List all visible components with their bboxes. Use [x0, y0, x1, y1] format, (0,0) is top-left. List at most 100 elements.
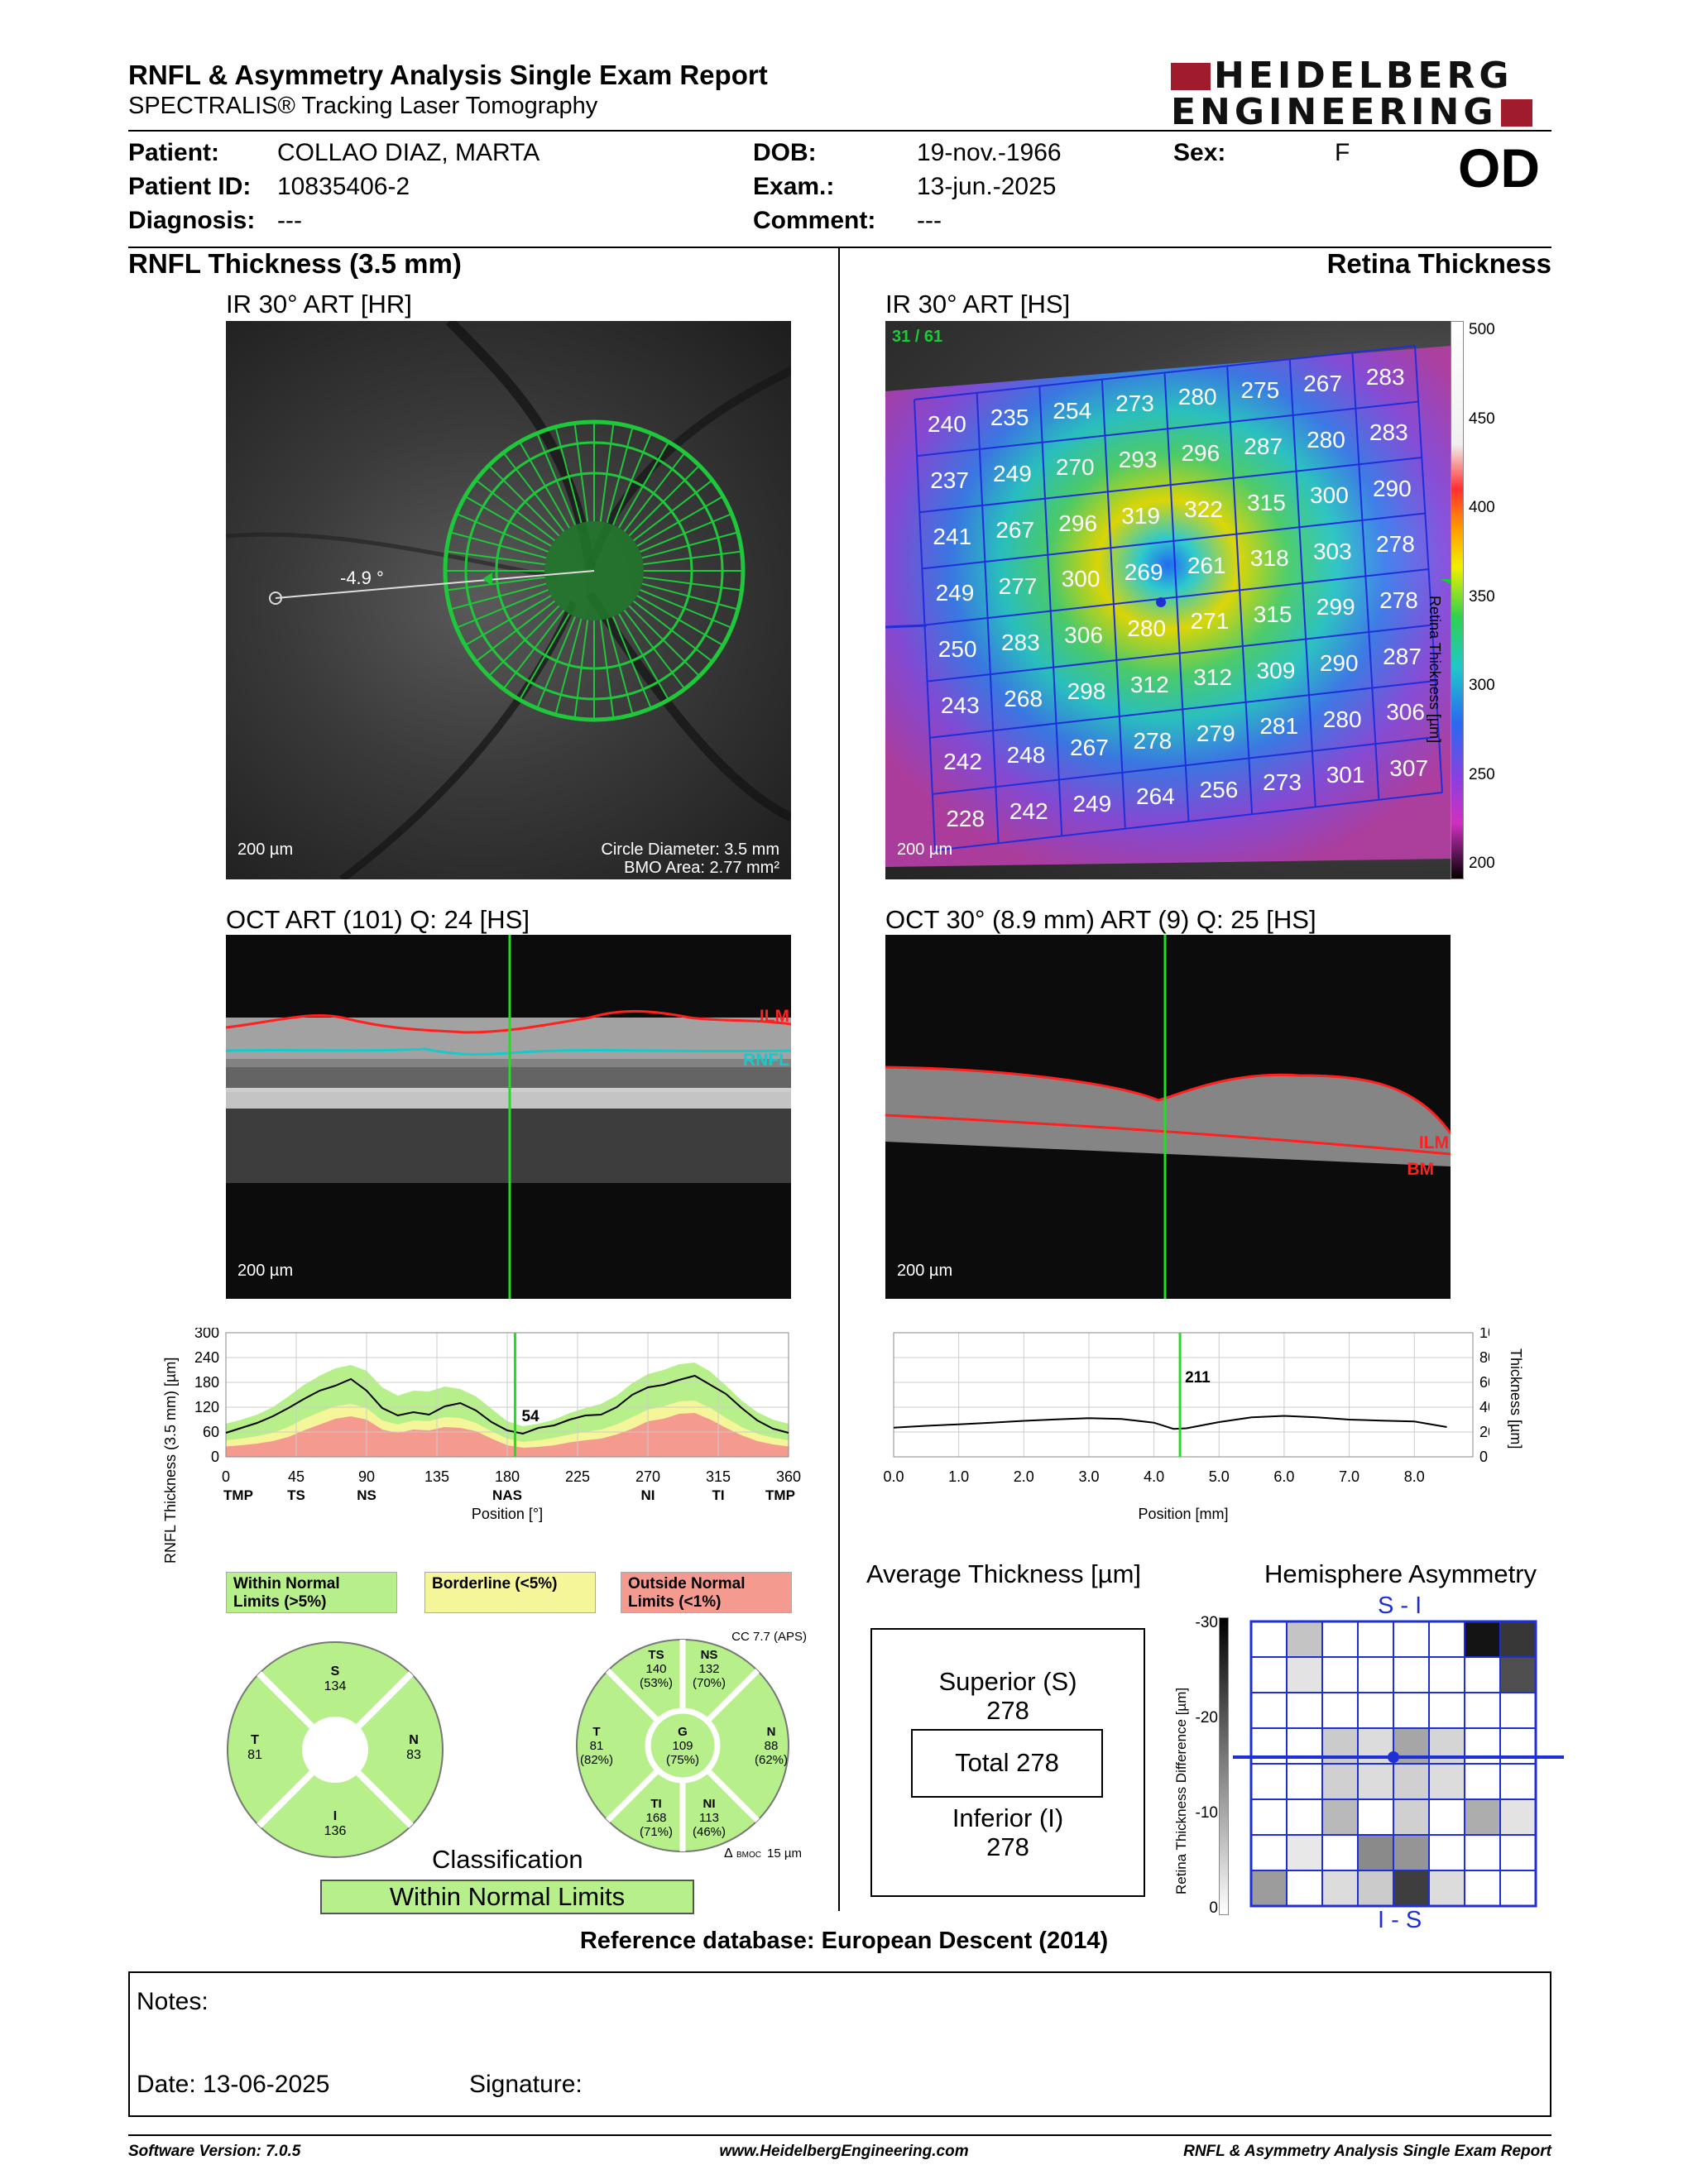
grid-cell-value: 271	[1190, 608, 1230, 635]
onh-spoke	[636, 595, 724, 646]
grid-cell-value: 287	[1244, 433, 1283, 459]
grid-cell-value: 278	[1379, 587, 1418, 613]
onh-spoke	[643, 550, 742, 566]
grid-cell-value: 249	[935, 580, 975, 606]
grid-cell-value: 278	[1133, 727, 1172, 754]
asymmetry-grid	[1233, 1620, 1564, 1908]
grid-cell-value: 240	[928, 410, 966, 437]
asymmetry-cell	[1357, 1798, 1394, 1836]
asymmetry-cell	[1250, 1621, 1288, 1658]
x-tick-label: 360	[776, 1468, 801, 1485]
grid-cell-value: 269	[1124, 559, 1163, 586]
grid-cell-value: 278	[1376, 531, 1415, 558]
asymmetry-title: Hemisphere Asymmetry	[1264, 1559, 1537, 1588]
asymmetry-cell	[1428, 1834, 1465, 1871]
onh-spoke	[606, 618, 634, 716]
sector-name: TI	[650, 1797, 661, 1811]
grid-cell-value: 261	[1187, 552, 1226, 578]
sector-divider	[356, 1671, 414, 1729]
x-tick-label: 225	[565, 1468, 590, 1485]
sector-value: 81	[590, 1739, 604, 1753]
grid-cell-value: 322	[1184, 496, 1223, 522]
grid-line	[1351, 352, 1380, 800]
grid-cell-value: 312	[1193, 664, 1232, 691]
sector-divider	[257, 1671, 314, 1729]
comment: ---	[917, 207, 942, 234]
asymmetry-cell	[1321, 1870, 1359, 1907]
onh-spoke	[641, 531, 739, 559]
asymmetry-colorbar	[1219, 1617, 1229, 1915]
asymmetry-cell	[1357, 1621, 1394, 1658]
onh-spoke	[536, 433, 576, 525]
onh-spoke	[599, 423, 615, 522]
sector-value: 168	[645, 1811, 666, 1825]
grid-cell-value: 275	[1240, 377, 1280, 404]
thickness-line	[893, 1415, 1447, 1430]
superior-label: Superior (S)	[938, 1667, 1077, 1696]
y-tick-label: 240	[194, 1349, 219, 1366]
asymmetry-tick: -20	[1195, 1709, 1218, 1727]
onh-spoke	[640, 513, 732, 553]
grid-cell-value: 280	[1307, 426, 1345, 453]
asymmetry-cell	[1286, 1763, 1323, 1800]
right-ir-scalebar: 200 µm	[897, 841, 953, 859]
colorbar-tick: 350	[1469, 587, 1495, 606]
notes-box[interactable]: Notes: Date: 13-06-2025 Signature:	[128, 1971, 1551, 2117]
asymmetry-cell	[1250, 1763, 1288, 1800]
onh-spoke	[641, 582, 739, 611]
sector-name: N	[409, 1733, 419, 1747]
sector-percent: (71%)	[640, 1825, 673, 1839]
grid-cell-value: 250	[938, 636, 977, 663]
sector-label: TMP	[223, 1487, 253, 1503]
onh-spoke	[606, 426, 634, 524]
onh-spoke	[623, 609, 686, 690]
scan-counter: 31 / 61	[892, 328, 943, 346]
sector-percent: (62%)	[755, 1753, 788, 1767]
grid-cell-value: 228	[946, 805, 985, 831]
asymmetry-cell	[1499, 1656, 1537, 1693]
grid-cell-value: 315	[1253, 601, 1292, 627]
sector-value: 132	[698, 1662, 719, 1676]
thickness-colorbar	[1451, 321, 1464, 879]
sector-name: T	[592, 1725, 600, 1739]
colorbar-label: Retina Thickness [µm]	[1427, 596, 1443, 744]
grid-cell-value: 279	[1196, 720, 1235, 746]
avg-thickness-title: Average Thickness [µm]	[866, 1559, 1142, 1588]
sector-divider	[705, 1669, 760, 1723]
x-tick-label: 315	[706, 1468, 731, 1485]
right-oct-bscan: ILM BM 200 µm	[885, 935, 1451, 1299]
asymmetry-cell	[1464, 1692, 1501, 1729]
left-oct-rnfl-label: RNFL	[743, 1051, 789, 1070]
dob-label: DOB:	[753, 139, 817, 166]
onh-overlay	[226, 321, 791, 879]
grid-cell-value: 254	[1053, 397, 1092, 424]
asymmetry-cell	[1286, 1834, 1323, 1871]
asymmetry-cell	[1286, 1621, 1323, 1658]
y-tick-label: 800	[1479, 1349, 1489, 1366]
grid-cell-value: 267	[995, 516, 1035, 543]
asymmetry-cell	[1428, 1692, 1465, 1729]
sector-value: 134	[324, 1679, 347, 1693]
bmoc-value: 15 µm	[767, 1846, 802, 1861]
onh-spoke	[628, 605, 700, 677]
grid-cell-value: 307	[1389, 754, 1429, 781]
date-label: Date: 13-06-2025	[137, 2071, 330, 2098]
x-tick-label: 2.0	[1014, 1468, 1034, 1485]
grid-cell-value: 296	[1058, 510, 1098, 536]
asymmetry-cell	[1286, 1798, 1323, 1836]
sector-name: S	[331, 1664, 340, 1679]
patient-name: COLLAO DIAZ, MARTA	[277, 139, 540, 166]
grid-cell-value: 273	[1115, 390, 1154, 417]
x-tick-label: 270	[635, 1468, 660, 1485]
left-oct-scalebar: 200 µm	[237, 1262, 294, 1280]
grid-cell-value: 290	[1372, 475, 1412, 501]
sector-value: 88	[765, 1739, 779, 1753]
asymmetry-cell	[1428, 1621, 1465, 1658]
grid-cell-value: 243	[940, 692, 980, 719]
asymmetry-cell	[1428, 1656, 1465, 1693]
grid-cell-value: 315	[1247, 489, 1286, 515]
cursor-value: 54	[521, 1408, 539, 1425]
left-ir-title: IR 30° ART [HR]	[226, 290, 412, 318]
superior-value: 278	[986, 1696, 1029, 1725]
